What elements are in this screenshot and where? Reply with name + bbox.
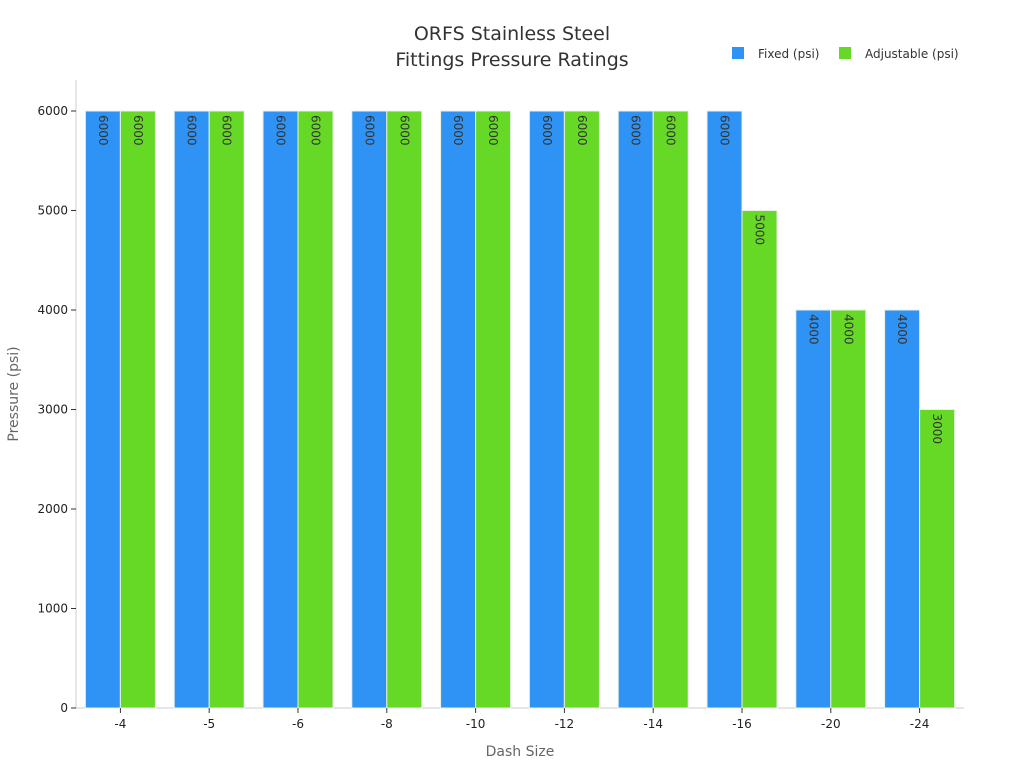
data-label: 6000	[131, 115, 145, 146]
data-label: 4000	[841, 314, 855, 345]
bar-fixed--5	[173, 110, 210, 709]
x-tick-label: -16	[732, 717, 752, 731]
data-label: 6000	[718, 115, 732, 146]
data-label: 6000	[540, 115, 554, 146]
chart-title-line-1: ORFS Stainless Steel	[414, 23, 610, 45]
bar-fixed--24	[884, 309, 921, 709]
y-tick-label: 0	[60, 701, 68, 715]
data-label: 6000	[664, 115, 678, 146]
x-tick-label: -10	[466, 717, 486, 731]
y-tick-label: 1000	[37, 602, 68, 616]
legend: Fixed (psi) Adjustable (psi)	[732, 47, 959, 61]
x-tick-label: -12	[555, 717, 575, 731]
data-label: 6000	[185, 115, 199, 146]
bar-adjustable--8	[386, 110, 423, 709]
y-tick-label: 4000	[37, 303, 68, 317]
y-axis-label: Pressure (psi)	[6, 346, 22, 441]
data-label: 6000	[629, 115, 643, 146]
bar-fixed--12	[528, 110, 565, 709]
x-tick-label: -8	[381, 717, 393, 731]
y-tick-label: 2000	[37, 502, 68, 516]
data-label: 4000	[806, 314, 820, 345]
y-tick-label: 5000	[37, 204, 68, 218]
data-label: 6000	[274, 115, 288, 146]
legend-swatch-adjustable	[839, 47, 851, 59]
bar-adjustable--16	[741, 210, 778, 709]
bar-adjustable--14	[652, 110, 689, 709]
data-label: 6000	[362, 115, 376, 146]
data-label: 6000	[96, 115, 110, 146]
x-tick-label: -4	[114, 717, 126, 731]
data-label: 3000	[930, 414, 944, 445]
bar-adjustable--4	[119, 110, 156, 709]
x-tick-label: -20	[821, 717, 841, 731]
data-label: 6000	[309, 115, 323, 146]
bar-adjustable--12	[563, 110, 600, 709]
legend-label-fixed: Fixed (psi)	[758, 47, 819, 61]
bar-fixed--6	[262, 110, 299, 709]
data-label: 6000	[397, 115, 411, 146]
data-label: 6000	[220, 115, 234, 146]
x-tick-label: -24	[910, 717, 930, 731]
bar-adjustable--20	[830, 309, 867, 709]
data-label: 6000	[451, 115, 465, 146]
bar-fixed--10	[440, 110, 477, 709]
bar-adjustable--10	[475, 110, 512, 709]
data-label: 4000	[895, 314, 909, 345]
bar-adjustable--24	[919, 409, 956, 709]
bar-fixed--14	[617, 110, 654, 709]
data-label: 6000	[575, 115, 589, 146]
bar-fixed--8	[351, 110, 388, 709]
bar-adjustable--6	[297, 110, 334, 709]
bar-adjustable--5	[208, 110, 245, 709]
bar-fixed--16	[706, 110, 743, 709]
y-tick-label: 3000	[37, 403, 68, 417]
legend-label-adjustable: Adjustable (psi)	[865, 47, 959, 61]
chart-title-line-2: Fittings Pressure Ratings	[395, 49, 628, 71]
legend-swatch-fixed	[732, 47, 744, 59]
x-tick-label: -14	[643, 717, 663, 731]
bar-fixed--4	[84, 110, 121, 709]
x-tick-label: -6	[292, 717, 304, 731]
bar-fixed--20	[795, 309, 832, 709]
data-label: 6000	[486, 115, 500, 146]
x-axis-label: Dash Size	[486, 744, 555, 760]
x-tick-label: -5	[203, 717, 215, 731]
y-tick-label: 6000	[37, 104, 68, 118]
data-label: 5000	[753, 215, 767, 246]
